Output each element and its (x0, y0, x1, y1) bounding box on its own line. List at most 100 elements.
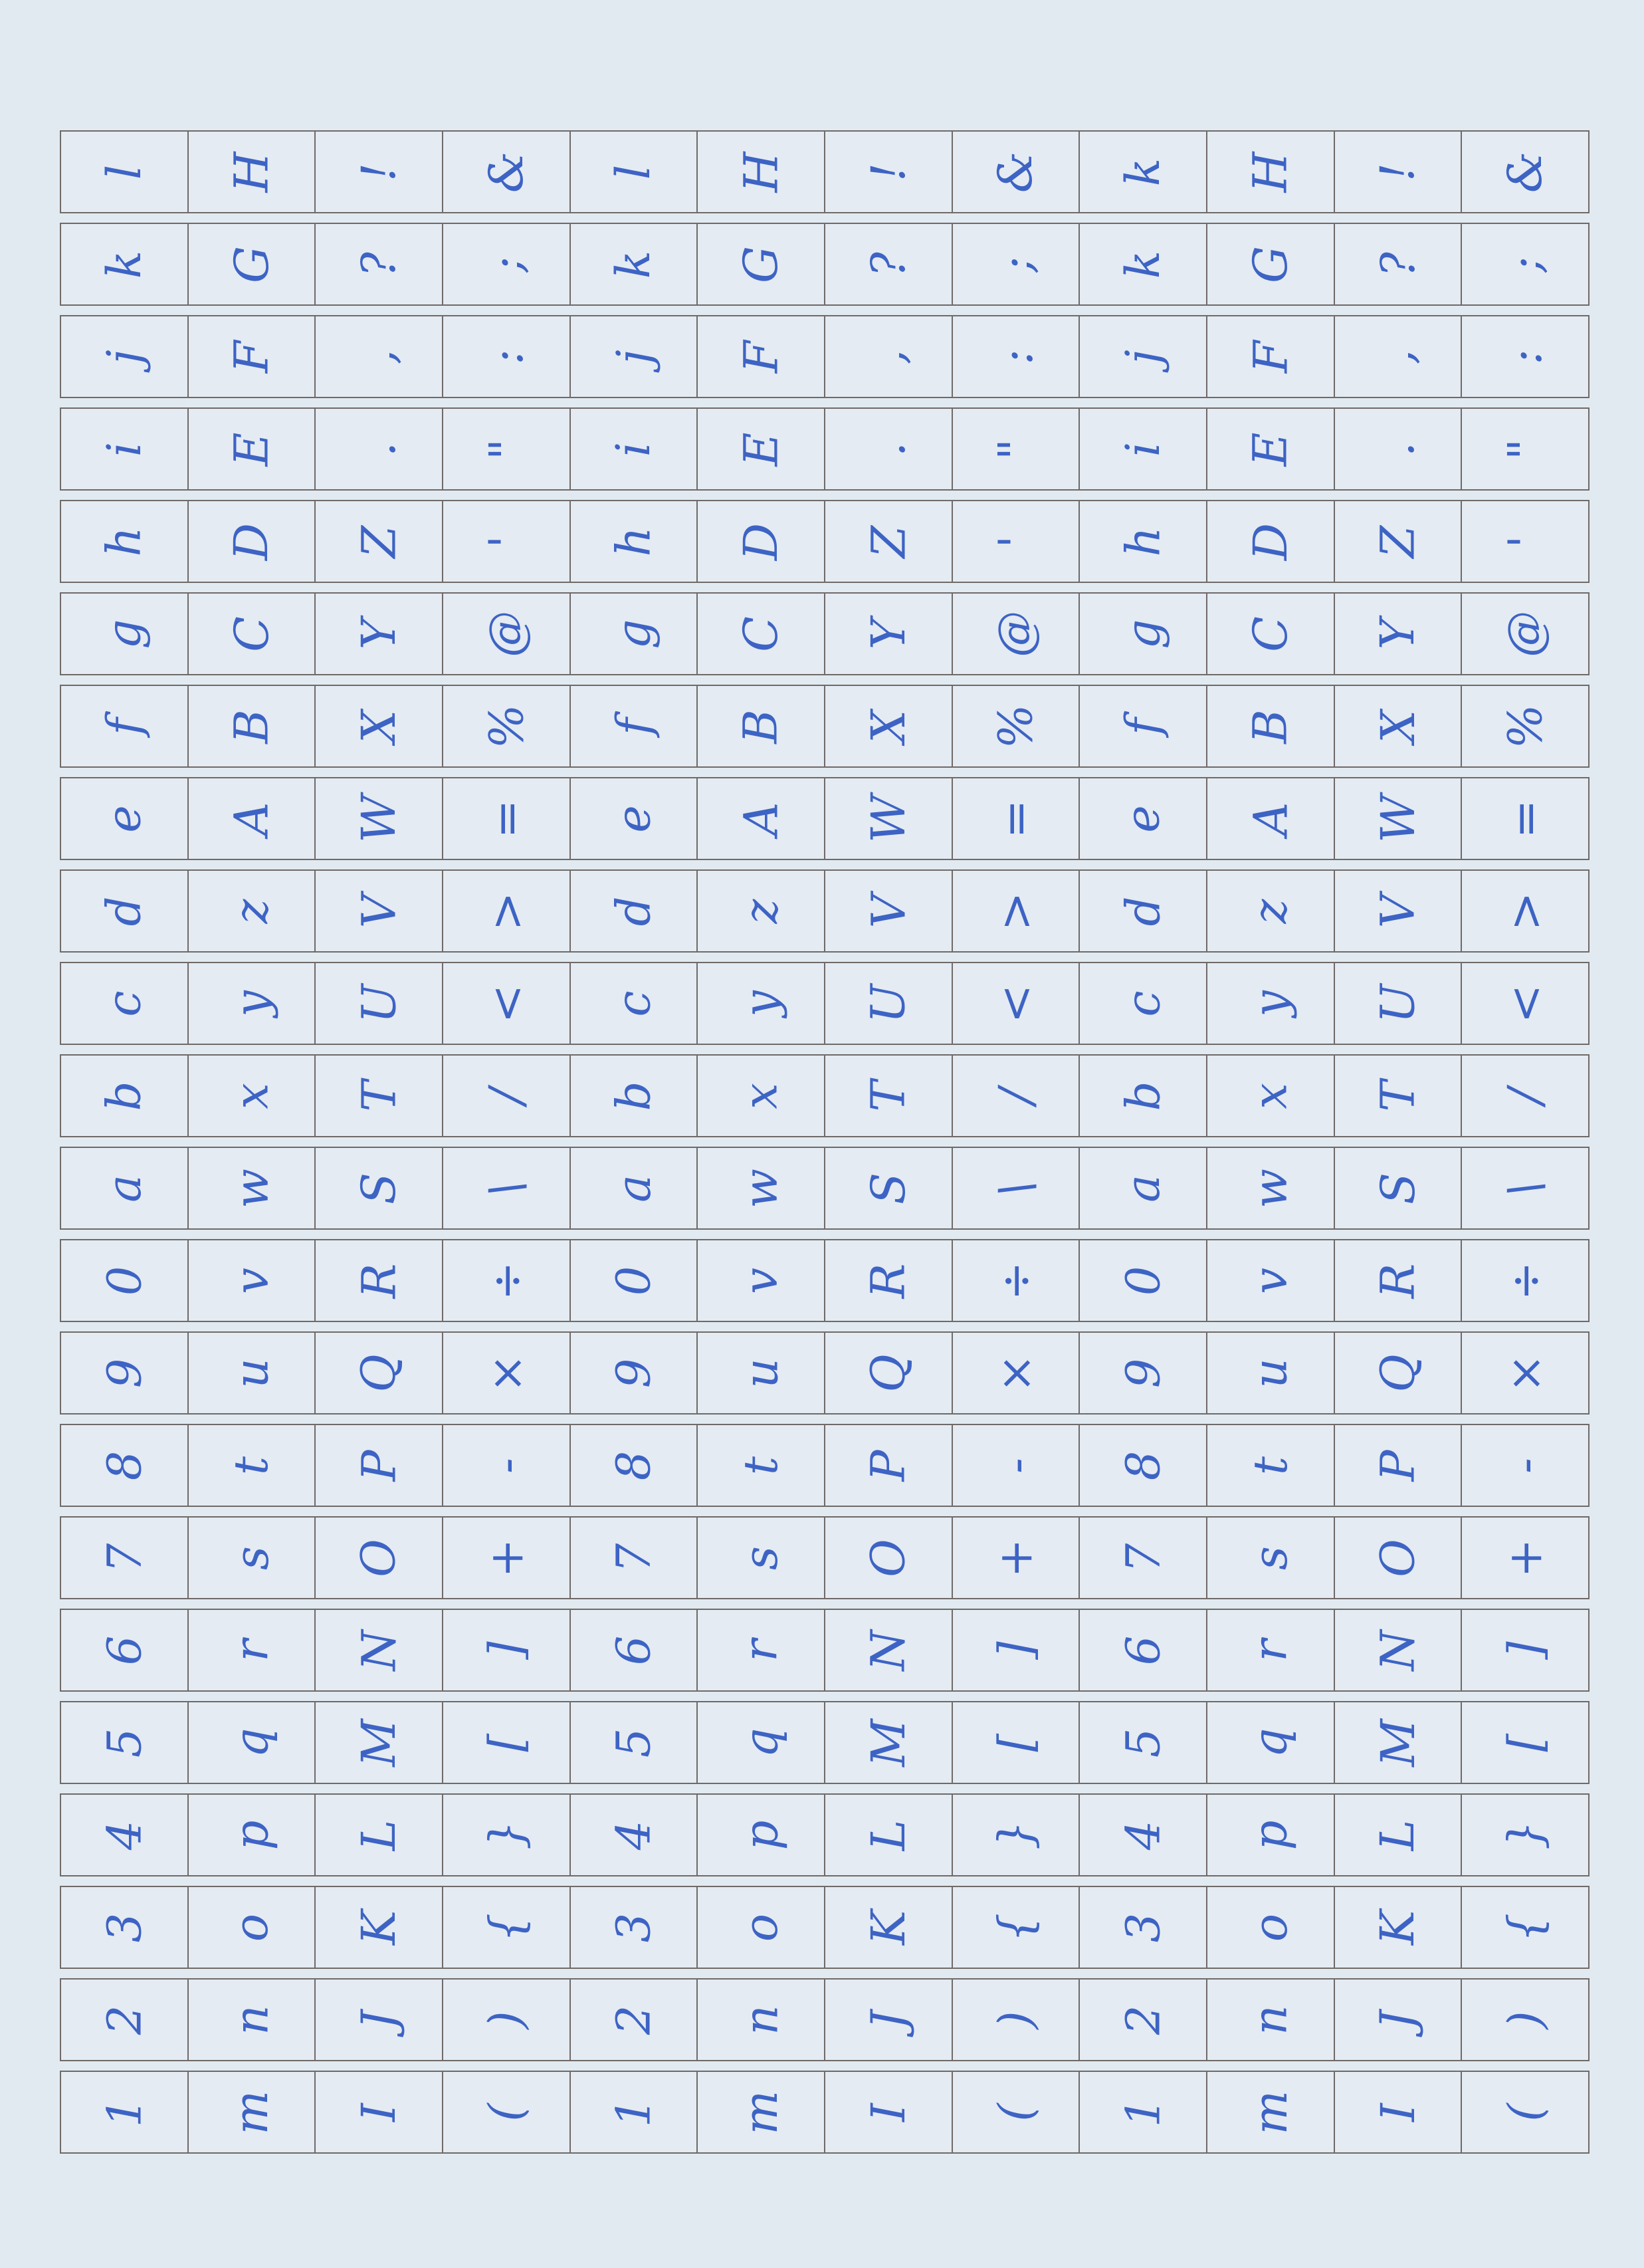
grid-cell: 3 (569, 1886, 698, 1969)
handwritten-character: M (1370, 1718, 1425, 1767)
grid-cell: U (824, 962, 953, 1045)
grid-cell: b (569, 1054, 698, 1137)
grid-cell: e (60, 777, 189, 860)
grid-cell: R (314, 1239, 443, 1322)
grid-cell: j (60, 315, 189, 398)
grid-cell: M (824, 1701, 953, 1784)
grid-cell: \ (1461, 1147, 1590, 1230)
grid-cell: F (187, 315, 316, 398)
handwritten-character: ' (1498, 534, 1553, 548)
grid-cell: R (824, 1239, 953, 1322)
handwritten-character: O (1370, 1538, 1425, 1577)
handwritten-character: 7 (1116, 1543, 1171, 1573)
grid-cell: X (1333, 685, 1463, 768)
handwritten-character: ÷ (1498, 1261, 1553, 1300)
handwritten-character: B (734, 709, 789, 744)
grid-cell: S (314, 1147, 443, 1230)
handwritten-character: G (1243, 245, 1298, 283)
grid-cell: P (824, 1424, 953, 1507)
handwritten-character: q (734, 1728, 789, 1758)
handwritten-character: j (1116, 349, 1171, 364)
grid-cell: E (1206, 407, 1335, 491)
handwritten-character: Z (1370, 525, 1425, 558)
handwritten-character: 3 (1116, 1912, 1171, 1942)
handwritten-character: b (606, 1081, 661, 1111)
grid-cell: b (60, 1054, 189, 1137)
handwritten-character: r (734, 1639, 789, 1662)
grid-cell: ÷ (442, 1239, 571, 1322)
handwritten-character: P (352, 1449, 407, 1482)
handwritten-character: p (734, 1820, 789, 1850)
grid-cell: , (1333, 315, 1463, 398)
handwritten-character: " (1498, 438, 1553, 460)
grid-cell: 3 (1079, 1886, 1207, 1969)
handwritten-character: % (988, 704, 1043, 748)
handwritten-character: L (352, 1819, 407, 1851)
handwritten-character: S (1370, 1172, 1425, 1204)
handwritten-character: 2 (606, 2005, 661, 2035)
grid-cell: G (1206, 223, 1335, 306)
handwritten-character: a (96, 1174, 152, 1202)
handwritten-character: < (1498, 984, 1553, 1023)
grid-cell: ' (442, 500, 571, 583)
grid-cell: G (696, 223, 825, 306)
grid-cell: 4 (569, 1793, 698, 1876)
handwritten-character: < (478, 984, 534, 1023)
grid-cell: s (696, 1516, 825, 1599)
grid-cell: @ (1461, 592, 1590, 675)
grid-cell: ? (1333, 223, 1463, 306)
handwritten-character: : (1498, 348, 1553, 365)
grid-cell: F (696, 315, 825, 398)
handwritten-character: > (478, 891, 534, 931)
handwritten-character: d (606, 896, 661, 926)
grid-cell: T (824, 1054, 953, 1137)
grid-cell: 9 (1079, 1331, 1207, 1415)
handwritten-character: U (352, 984, 407, 1023)
handwritten-character: M (861, 1718, 916, 1767)
grid-cell: % (951, 685, 1080, 768)
handwritten-character: Q (1370, 1353, 1425, 1393)
handwritten-character: T (861, 1080, 916, 1111)
grid-cell: a (569, 1147, 698, 1230)
handwritten-character: \ (1498, 1180, 1553, 1196)
grid-cell: W (314, 777, 443, 860)
handwritten-character: ? (1370, 251, 1425, 277)
handwritten-character: z (1243, 899, 1298, 923)
grid-cell: = (1461, 777, 1590, 860)
grid-cell: e (1079, 777, 1207, 860)
grid-cell: 6 (60, 1609, 189, 1692)
grid-cell: A (696, 777, 825, 860)
grid-cell: . (824, 407, 953, 491)
handwritten-character: . (861, 441, 916, 457)
grid-cell: X (314, 685, 443, 768)
handwritten-character: { (988, 1912, 1043, 1942)
handwritten-character: X (352, 709, 407, 743)
handwritten-character: P (1370, 1449, 1425, 1482)
grid-cell: @ (442, 592, 571, 675)
grid-cell: o (187, 1886, 316, 1969)
handwritten-character: f (1116, 717, 1171, 735)
grid-cell: ! (824, 130, 953, 213)
grid-cell: 1 (1079, 2071, 1207, 2154)
handwritten-character: v (1243, 1267, 1298, 1294)
grid-cell: I (1333, 2071, 1463, 2154)
grid-cell: D (187, 500, 316, 583)
handwritten-character: v (734, 1267, 789, 1294)
handwritten-character: y (1243, 990, 1298, 1017)
grid-cell: k (1079, 223, 1207, 306)
grid-cell: , (314, 315, 443, 398)
grid-cell: a (1079, 1147, 1207, 1230)
handwritten-character: R (352, 1263, 407, 1298)
handwritten-character: N (861, 1629, 916, 1671)
handwritten-character: O (352, 1538, 407, 1577)
handwritten-character: N (352, 1629, 407, 1671)
handwritten-character: e (1116, 804, 1171, 833)
handwritten-character: J (352, 2010, 407, 2029)
grid-cell: T (1333, 1054, 1463, 1137)
grid-cell: C (187, 592, 316, 675)
grid-cell: 4 (60, 1793, 189, 1876)
grid-cell: ÷ (951, 1239, 1080, 1322)
handwritten-character: r (224, 1639, 279, 1662)
handwritten-character: 9 (1116, 1358, 1171, 1388)
handwritten-character: k (606, 250, 661, 279)
